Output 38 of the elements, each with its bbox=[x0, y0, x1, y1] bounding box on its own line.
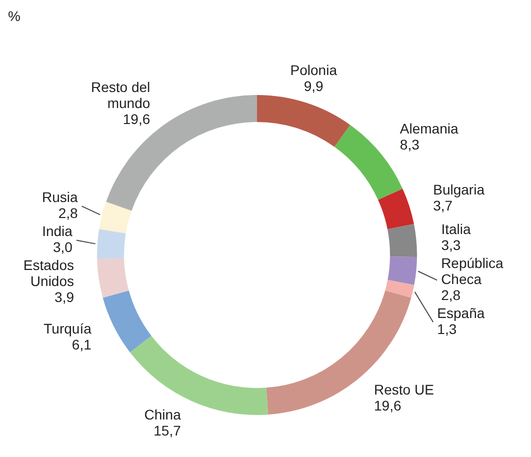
donut-slice bbox=[266, 290, 412, 415]
donut-slice bbox=[387, 224, 417, 258]
data-label: 8,3 bbox=[400, 136, 420, 153]
donut-slice bbox=[388, 256, 417, 285]
donut-slice bbox=[97, 258, 129, 298]
slice-label: España bbox=[437, 305, 485, 322]
chart-title: % bbox=[8, 8, 20, 24]
data-label: 19,6 bbox=[122, 110, 150, 127]
slice-label: Alemania bbox=[400, 120, 458, 137]
data-label: 3,7 bbox=[433, 197, 453, 214]
data-label: 1,3 bbox=[437, 321, 457, 338]
slice-label: Bulgaria bbox=[433, 181, 485, 198]
donut-slice bbox=[378, 188, 414, 230]
donut-slice bbox=[97, 228, 126, 260]
data-label: 19,6 bbox=[374, 397, 402, 414]
slice-label: Resto del mundo bbox=[90, 78, 150, 111]
slice-label: Resto UE bbox=[374, 381, 434, 398]
donut-slice bbox=[257, 95, 350, 147]
data-label: 6,1 bbox=[72, 336, 92, 352]
data-label: 9,9 bbox=[304, 78, 324, 94]
donut-slice bbox=[106, 95, 257, 211]
data-label: 3,0 bbox=[52, 239, 73, 256]
data-label: 2,8 bbox=[441, 287, 461, 304]
donut-slice bbox=[385, 280, 414, 298]
slice-label: República Checa bbox=[441, 255, 504, 288]
slice-label: Italia bbox=[441, 221, 472, 238]
data-label: 3,9 bbox=[54, 289, 74, 306]
data-label: 15,7 bbox=[154, 422, 182, 439]
donut-slice bbox=[99, 202, 132, 234]
slice-label: Polonia bbox=[290, 62, 338, 78]
slice-label: Estados Unidos bbox=[23, 257, 74, 290]
data-label: 2,8 bbox=[58, 205, 78, 222]
data-label: 3,3 bbox=[441, 237, 461, 254]
slice-label: India bbox=[42, 223, 73, 240]
slice-label: Turquía bbox=[44, 320, 92, 336]
donut-slice bbox=[102, 290, 152, 352]
slice-label: Rusia bbox=[42, 189, 78, 206]
slice-label: China bbox=[144, 406, 182, 423]
